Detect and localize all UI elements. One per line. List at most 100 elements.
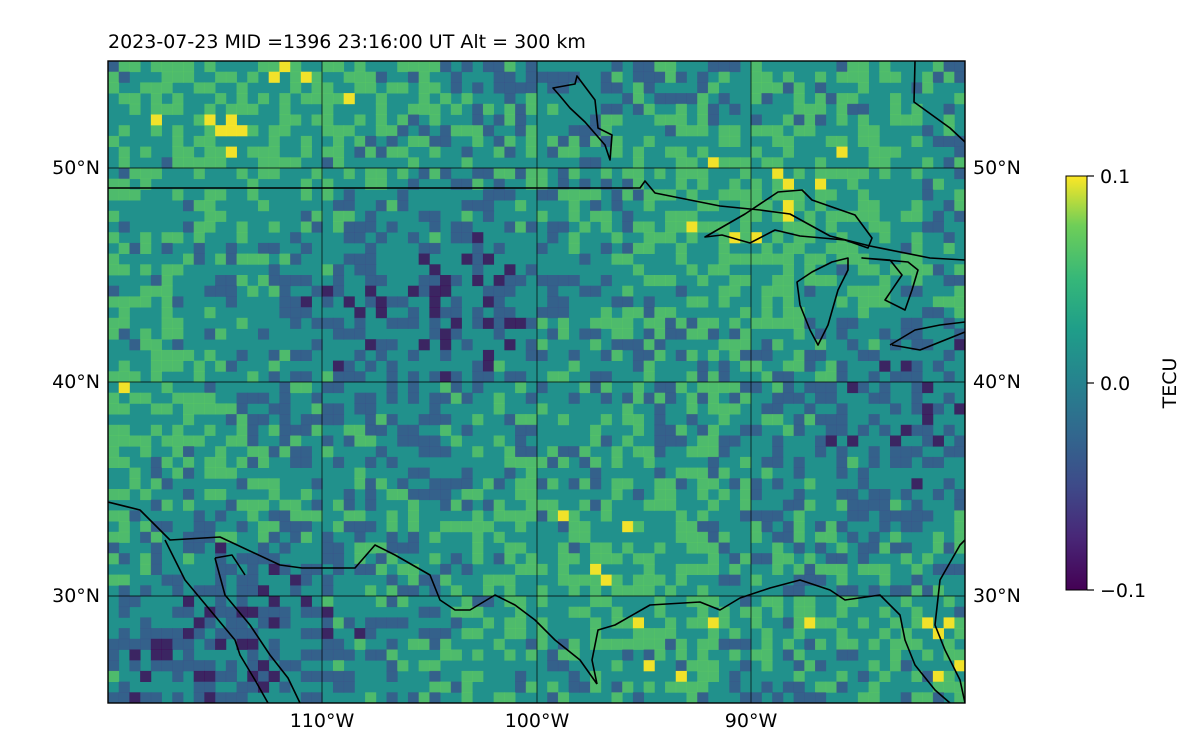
heatmap-cell	[686, 521, 698, 533]
heatmap-cell	[718, 435, 730, 447]
heatmap-cell	[172, 424, 184, 436]
heatmap-cell	[472, 178, 484, 190]
heatmap-cell	[772, 478, 784, 490]
heatmap-cell	[750, 125, 762, 137]
heatmap-cell	[632, 692, 645, 703]
heatmap-cell	[890, 146, 902, 158]
heatmap-cell	[740, 157, 752, 169]
heatmap-cell	[386, 617, 398, 629]
heatmap-cell	[215, 638, 227, 650]
heatmap-cell	[761, 125, 773, 137]
heatmap-cell	[290, 157, 302, 169]
heatmap-cell	[782, 531, 794, 543]
heatmap-cell	[279, 521, 291, 533]
heatmap-cell	[257, 585, 270, 597]
heatmap-cell	[440, 628, 452, 640]
heatmap-cell	[257, 681, 270, 693]
heatmap-cell	[836, 628, 848, 640]
heatmap-cell	[782, 553, 794, 565]
heatmap-cell	[590, 157, 602, 169]
lon-labels: 110°W 100°W 90°W	[290, 710, 778, 732]
heatmap-cell	[515, 563, 527, 575]
heatmap-cell	[697, 467, 709, 479]
heatmap-cell	[825, 563, 837, 575]
heatmap-cell	[225, 628, 237, 640]
heatmap-cell	[686, 221, 698, 233]
heatmap-cell	[782, 178, 794, 190]
heatmap-cell	[847, 339, 859, 351]
heatmap-cell	[386, 638, 398, 650]
heatmap-cell	[922, 670, 934, 682]
heatmap-cell	[493, 360, 505, 372]
heatmap-cell	[247, 103, 259, 115]
heatmap-cell	[461, 670, 473, 682]
heatmap-cell	[868, 638, 880, 650]
heatmap-cell	[686, 264, 698, 276]
heatmap-cell	[804, 606, 816, 618]
heatmap-cell	[857, 670, 869, 682]
heatmap-cell	[493, 178, 505, 190]
heatmap-cell	[740, 660, 752, 672]
heatmap-cell	[397, 542, 409, 554]
heatmap-cell	[815, 542, 827, 554]
heatmap-cell	[697, 146, 709, 158]
heatmap-cell	[879, 521, 891, 533]
heatmap-cell	[161, 403, 173, 415]
heatmap-cell	[257, 414, 270, 426]
heatmap-cell	[954, 435, 965, 447]
heatmap-cell	[482, 360, 495, 372]
heatmap-cell	[150, 660, 162, 672]
heatmap-cell	[697, 93, 709, 105]
heatmap-cell	[493, 403, 505, 415]
heatmap-cell	[857, 296, 869, 308]
heatmap-cell	[600, 371, 612, 383]
heatmap-cell	[579, 221, 591, 233]
heatmap-cell	[375, 103, 387, 115]
heatmap-cell	[354, 114, 366, 126]
heatmap-cell	[772, 275, 784, 287]
heatmap-cell	[322, 649, 334, 661]
heatmap-cell	[761, 317, 773, 329]
heatmap-cell	[461, 221, 473, 233]
heatmap-cell	[365, 339, 377, 351]
heatmap-cell	[515, 424, 527, 436]
heatmap-cell	[279, 435, 291, 447]
heatmap-cell	[536, 510, 548, 522]
heatmap-cell	[718, 157, 730, 169]
heatmap-cell	[815, 574, 827, 586]
heatmap-cell	[665, 617, 677, 629]
heatmap-cell	[675, 510, 687, 522]
heatmap-cell	[740, 424, 752, 436]
heatmap-cell	[322, 403, 334, 415]
heatmap-cell	[472, 125, 484, 137]
heatmap-cell	[118, 264, 130, 276]
heatmap-cell	[472, 382, 484, 394]
heatmap-cell	[525, 563, 537, 575]
heatmap-cell	[932, 71, 944, 83]
heatmap-cell	[697, 125, 709, 137]
heatmap-cell	[761, 521, 773, 533]
heatmap-cell	[493, 146, 505, 158]
heatmap-cell	[365, 563, 377, 575]
heatmap-cell	[836, 585, 848, 597]
heatmap-cell	[622, 210, 634, 222]
heatmap-cell	[322, 596, 334, 608]
heatmap-cell	[108, 317, 120, 329]
heatmap-cell	[182, 628, 195, 640]
heatmap-cell	[204, 670, 216, 682]
heatmap-cell	[236, 349, 248, 361]
heatmap-cell	[954, 617, 965, 629]
heatmap-cell	[140, 392, 152, 404]
heatmap-cell	[900, 596, 912, 608]
heatmap-cell	[782, 681, 794, 693]
heatmap-cell	[954, 71, 965, 83]
heatmap-cell	[911, 371, 923, 383]
heatmap-cell	[643, 392, 655, 404]
heatmap-cell	[729, 328, 741, 340]
heatmap-cell	[493, 317, 505, 329]
heatmap-cell	[911, 242, 923, 254]
heatmap-cell	[622, 189, 634, 201]
heatmap-cell	[247, 638, 259, 650]
heatmap-cell	[793, 242, 805, 254]
heatmap-cell	[504, 510, 516, 522]
